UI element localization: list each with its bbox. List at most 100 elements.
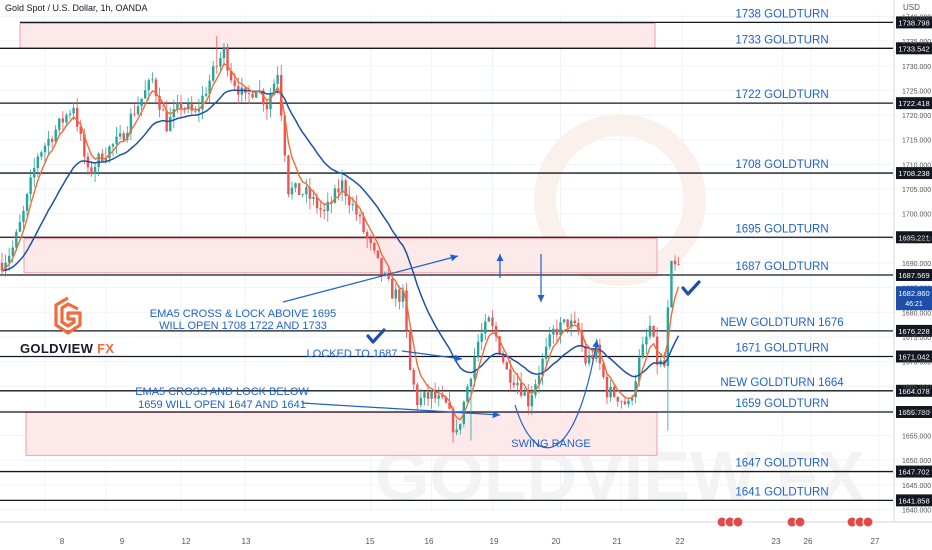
candle-body [0,263,4,271]
candle-body [369,238,372,244]
y-tick-label: 1730.000 [902,64,931,71]
candle-body [122,133,125,141]
candle-body [283,115,287,156]
ema-slow-line [1,89,680,378]
candle-body [380,258,383,275]
candle-body [383,273,387,275]
candle-body [36,156,39,169]
candle-body [72,107,75,114]
logo-main-text: GOLDVIEW [20,341,94,356]
candle-body [498,336,501,355]
level-label: NEW GOLDTURN 1676 [720,317,843,329]
event-flag-icon [794,516,806,528]
x-tick-label: 8 [60,537,65,546]
logo-fx-text: FX [97,341,115,356]
candle-body [469,378,473,387]
candle-body [308,187,312,199]
candle-body [115,136,118,145]
candle-body [140,98,143,107]
candle-body [229,70,233,81]
level-price-box [896,324,932,337]
candle-body [433,391,437,399]
candle-body [476,341,480,358]
candle-body [301,194,304,196]
candle-body [265,104,269,110]
level-price-text: 1647.702 [898,468,929,477]
candle-body [294,183,297,188]
level-price-box [896,268,932,281]
candle-body [68,113,72,115]
candle-body [351,204,355,206]
level-label: 1641 GOLDTURN [735,486,828,498]
y-tick-label: 1665.000 [902,384,931,391]
y-tick-label: 1720.000 [902,113,931,120]
candle-body [315,197,319,209]
candle-body [287,155,290,195]
level-price-text: 1733.542 [898,44,929,53]
candle-body [591,355,594,359]
candle-body [570,320,573,327]
chart-title: Gold Spot / U.S. Dollar, 1h, OANDA [5,3,148,13]
swing-range-curve [514,339,600,449]
candle-body [612,386,616,397]
candle-body [430,391,433,399]
candle-body [523,392,526,396]
candle-body [652,325,655,337]
candle-body [487,317,491,322]
level-price-text: 1722.418 [898,99,929,108]
y-tick-label: 1735.000 [902,39,931,46]
candles-layer [0,36,680,443]
level-price-box [896,231,932,244]
candle-body [519,382,523,396]
candle-body [670,260,673,308]
candle-body [129,113,133,133]
level-label: 1738 GOLDTURN [735,8,828,20]
level-price-text: 1659.780 [898,408,929,417]
candle-body [176,102,179,110]
candle-body [398,289,401,302]
level-label: 1647 GOLDTURN [735,458,828,470]
x-tick-label: 12 [182,537,191,546]
candle-body [566,319,569,327]
level-label: 1695 GOLDTURN [735,223,828,235]
candle-body [527,392,530,407]
zone-layer [19,22,658,456]
x-tick-label: 9 [120,537,125,546]
candle-body [627,400,630,405]
candle-body [448,402,451,409]
candle-body [544,346,548,359]
level-price-box [896,494,932,507]
level-label: 1722 GOLDTURN [735,89,828,101]
level-price-box [896,465,932,478]
candle-body [54,129,57,142]
candle-body [111,144,115,147]
y-tick-label: 1725.000 [902,88,931,95]
candle-body [254,91,258,98]
candle-body [541,358,544,376]
event-flag-icon [862,516,874,528]
candle-body [40,152,43,157]
candle-body [376,250,380,259]
y-tick-label: 1655.000 [902,434,931,441]
candle-body [444,397,448,403]
candle-body [394,289,397,299]
level-label: 1733 GOLDTURN [735,34,828,46]
candle-body [197,109,201,112]
level-price-box [896,167,932,180]
candle-body [172,109,176,118]
candle-body [623,401,627,405]
candle-body [480,333,483,342]
candle-body [233,80,236,86]
y-tick-label: 1690.000 [902,261,931,268]
candle-body [391,278,394,299]
candle-body [355,204,358,215]
candle-body [33,168,36,178]
candle-body [595,344,598,359]
candle-body [405,290,408,331]
candle-body [362,216,365,232]
candle-body [423,392,426,398]
candle-body [584,346,587,364]
candle-body [169,117,172,132]
level-price-text: 1676.228 [898,327,929,336]
